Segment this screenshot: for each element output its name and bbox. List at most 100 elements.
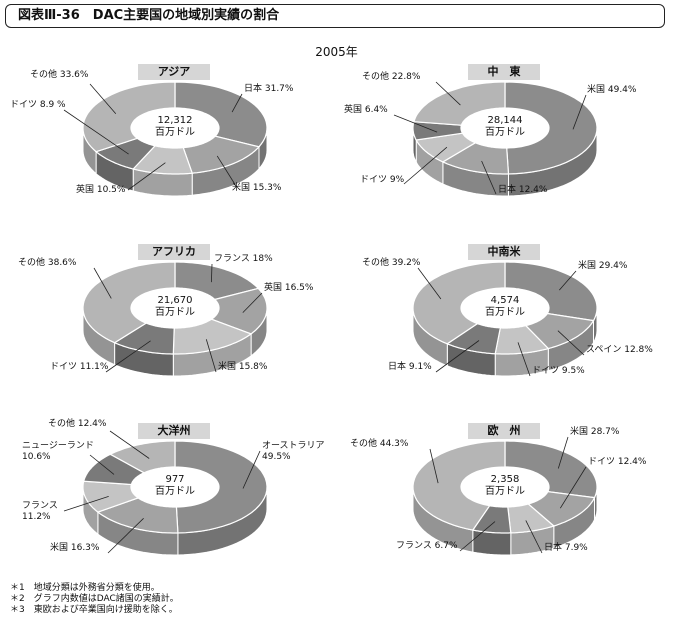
leader-line-5 xyxy=(109,430,150,459)
slice-label: その他 33.6% xyxy=(30,70,89,80)
slice-label: オーストラリア 49.5% xyxy=(262,441,325,462)
slice-label: ドイツ 12.4% xyxy=(588,457,647,467)
slice-label: スペイン 12.8% xyxy=(586,345,653,355)
slice-label: 日本 12.4% xyxy=(498,185,548,195)
donut-chart-6: 欧 州 2,358 百万ドル 米国 28.7% ドイツ 12.4% 日本 7.9% フランス… xyxy=(340,417,670,595)
slice-label: 日本 9.1% xyxy=(388,362,432,372)
center-unit: 百万ドル xyxy=(485,486,525,497)
leader-line-5 xyxy=(429,448,439,484)
donut-hole xyxy=(461,467,549,507)
leader-line-2 xyxy=(481,160,497,195)
year-label: 2005年 xyxy=(315,45,358,59)
leader-line-5 xyxy=(89,83,117,114)
center-unit: 百万ドル xyxy=(155,127,195,138)
leader-line-5 xyxy=(435,81,461,106)
figure-title: 図表Ⅲ-36 DAC主要国の地域別実績の割合 xyxy=(5,4,665,28)
leader-line-4 xyxy=(89,454,115,475)
slice-label: 日本 31.7% xyxy=(244,84,294,94)
donut-chart-5: 大洋州 977 百万ドル オーストラリア 49.5% 米国 16.3% フランス 11.2… xyxy=(10,417,340,595)
slice-label: 米国 28.7% xyxy=(570,427,620,437)
center-unit: 百万ドル xyxy=(485,307,525,318)
leader-line-1 xyxy=(231,93,243,113)
donut-chart-3: アフリカ 21,670 百万ドル フランス 18% 英国 16.5% 米国 15.8% ドイ… xyxy=(10,238,340,416)
slice-label: その他 44.3% xyxy=(350,439,409,449)
slice-label: フランス 11.2% xyxy=(22,501,58,522)
leader-line-1 xyxy=(211,263,213,283)
leader-line-3 xyxy=(403,146,448,185)
slice-label: 米国 15.3% xyxy=(232,183,282,193)
region-label: アジア xyxy=(138,64,210,80)
donut-hole xyxy=(131,108,219,148)
donut-hole xyxy=(131,288,219,328)
leader-line-1 xyxy=(558,270,577,291)
slice-label: 米国 29.4% xyxy=(578,261,628,271)
leader-line-4 xyxy=(459,521,496,552)
center-total: 977 xyxy=(165,474,185,485)
footnote-2: ＊2 グラフ内数値はDAC諸国の実績計。 xyxy=(10,594,179,604)
slice-label: 米国 15.8% xyxy=(218,362,268,372)
slice-label: ニュージーランド 10.6% xyxy=(22,441,94,462)
slice-label: その他 12.4% xyxy=(48,419,107,429)
center-total: 12,312 xyxy=(157,115,193,126)
donut-chart-2: 中 東 28,144 百万ドル 米国 49.4% 日本 12.4% ドイツ 9% 英国 6.… xyxy=(340,58,670,236)
leader-line-3 xyxy=(63,496,109,512)
region-label: 大洋州 xyxy=(138,423,210,439)
donut-hole xyxy=(131,467,219,507)
leader-line-1 xyxy=(572,94,587,130)
donut-svg xyxy=(412,436,598,556)
center-total: 28,144 xyxy=(487,115,523,126)
center-total: 4,574 xyxy=(490,295,520,306)
region-label: 中南米 xyxy=(468,244,540,260)
leader-line-3 xyxy=(517,342,531,377)
leader-line-3 xyxy=(127,162,166,191)
slice-label: フランス 18% xyxy=(214,254,273,264)
leader-line-3 xyxy=(525,520,543,554)
slice-label: 英国 6.4% xyxy=(344,105,388,115)
leader-line-2 xyxy=(107,518,144,554)
slice-label: 英国 10.5% xyxy=(76,185,126,195)
leader-line-1 xyxy=(557,436,569,469)
donut-hole xyxy=(461,108,549,148)
slice-label: 英国 16.5% xyxy=(264,283,314,293)
donut-chart-4: 中南米 4,574 百万ドル 米国 29.4% スペイン 12.8% ドイツ 9.5% 日本… xyxy=(340,238,670,416)
region-label: 欧 州 xyxy=(468,423,540,439)
slice-label: 日本 7.9% xyxy=(544,543,588,553)
footnote-1: ＊1 地域分類は外務省分類を使用。 xyxy=(10,583,160,593)
center-unit: 百万ドル xyxy=(155,307,195,318)
center-unit: 百万ドル xyxy=(485,127,525,138)
footnotes: ＊1 地域分類は外務省分類を使用。 ＊2 グラフ内数値はDAC諸国の実績計。 ＊… xyxy=(10,583,179,616)
donut-svg xyxy=(393,81,598,197)
slice-label: その他 39.2% xyxy=(362,258,421,268)
leader-line-2 xyxy=(216,155,237,187)
slice-label: ドイツ 9% xyxy=(360,175,405,185)
leader-line-1 xyxy=(242,450,261,489)
leader-line-5 xyxy=(93,267,112,299)
leader-line-5 xyxy=(417,267,442,300)
slice-label: ドイツ 9.5% xyxy=(532,366,585,376)
slice-label: 米国 16.3% xyxy=(50,543,100,553)
region-label: 中 東 xyxy=(468,64,540,80)
center-unit: 百万ドル xyxy=(155,486,195,497)
center-total: 21,670 xyxy=(157,295,193,306)
donut-svg xyxy=(82,261,268,377)
slice-label: ドイツ 8.9 % xyxy=(10,100,66,110)
donut-svg xyxy=(63,430,268,556)
slice-label: フランス 6.7% xyxy=(396,541,458,551)
leader-line-2 xyxy=(559,466,587,509)
donut-chart-1: アジア 12,312 百万ドル 日本 31.7% 米国 15.3% 英国 10.5% ドイツ… xyxy=(10,58,340,236)
slice-label: その他 38.6% xyxy=(18,258,77,268)
donut-svg xyxy=(63,81,268,197)
leader-line-4 xyxy=(435,340,480,373)
leader-line-4 xyxy=(393,114,438,133)
donut-hole xyxy=(461,288,549,328)
leader-line-2 xyxy=(557,330,585,356)
slice-side-4 xyxy=(472,529,512,556)
slice-label: ドイツ 11.1% xyxy=(50,362,109,372)
slice-label: その他 22.8% xyxy=(362,72,421,82)
leader-line-2 xyxy=(242,292,263,313)
footnote-3: ＊3 東欧および卒業国向け援助を除く。 xyxy=(10,605,178,615)
leader-line-3 xyxy=(205,339,217,373)
slice-label: 米国 49.4% xyxy=(587,85,637,95)
leader-line-4 xyxy=(105,340,151,373)
donut-svg xyxy=(412,261,598,377)
